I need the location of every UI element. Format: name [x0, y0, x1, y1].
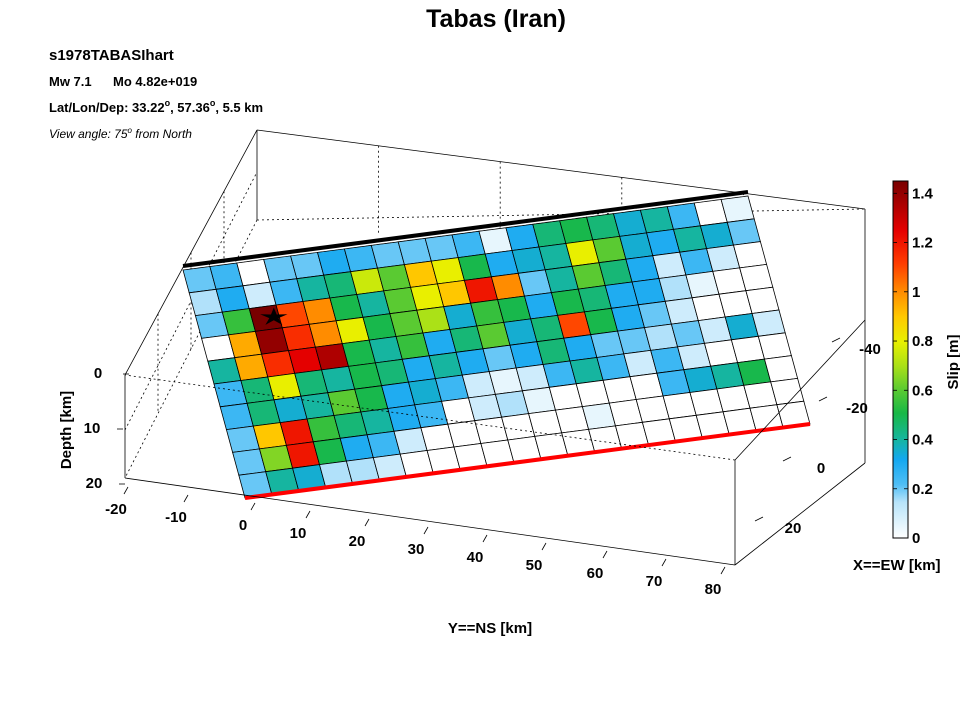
slip-patch: [763, 355, 799, 383]
y-tick-label: 10: [290, 525, 307, 542]
z-tick-label: 10: [84, 420, 101, 437]
y-tick-label: -10: [165, 509, 187, 526]
slip-patch: [726, 218, 761, 246]
x-tick: [782, 456, 792, 462]
colorbar-tick-label: 0.2: [912, 481, 933, 498]
z-tick-label: 0: [94, 365, 102, 382]
axes-box-front: [124, 319, 866, 566]
figure-title: Tabas (Iran): [426, 5, 566, 33]
z-axis-label: Depth [km]: [58, 391, 75, 469]
y-tick: [364, 518, 370, 527]
colorbar-tick-label: 1.2: [912, 235, 933, 252]
x-tick: [818, 396, 828, 402]
slip-patch: [757, 332, 792, 360]
fault-top-edge-dash: [182, 194, 749, 270]
grid-line: [124, 171, 258, 431]
y-tick: [250, 502, 256, 511]
y-tick: [183, 494, 189, 503]
y-tick: [541, 542, 547, 551]
colorbar-tick-label: 0.4: [912, 432, 934, 449]
slip-patch: [739, 263, 774, 292]
fault-bottom-edge: [244, 422, 811, 500]
x-tick-label: -20: [846, 400, 868, 417]
y-axis-label: Y==NS [km]: [448, 620, 532, 637]
fault-edges: [182, 190, 811, 500]
y-tick: [720, 566, 726, 575]
y-tick: [482, 534, 488, 543]
slip-patch: [732, 241, 768, 269]
y-tick: [423, 526, 429, 535]
hypocenter-star-icon: [260, 307, 288, 325]
axes-box: [124, 129, 866, 479]
y-tick: [305, 510, 311, 519]
x-axis-label: X==EW [km]: [853, 557, 941, 574]
y-tick-label: 80: [705, 581, 722, 598]
y-tick: [602, 550, 608, 559]
box-edge: [124, 219, 258, 479]
y-tick-label: -20: [105, 501, 127, 518]
hypocenter-star: [260, 307, 288, 325]
box-edge: [124, 477, 736, 566]
view-angle-label: View angle: 75o from North: [49, 126, 192, 141]
moment-label: Mo 4.82e+019: [113, 74, 197, 89]
box-edge: [734, 462, 866, 566]
colorbar-tick-label: 1.4: [912, 185, 934, 202]
y-tick-label: 50: [526, 557, 543, 574]
y-tick-label: 20: [349, 533, 366, 550]
y-tick: [123, 486, 129, 495]
x-tick: [831, 337, 841, 343]
colorbar-tick-label: 1: [912, 284, 920, 301]
magnitude-label: Mw 7.1: [49, 74, 92, 89]
y-tick-label: 40: [467, 549, 484, 566]
colorbar-scale: [892, 180, 909, 539]
box-edge: [256, 129, 866, 210]
x-tick-label: -40: [859, 341, 881, 358]
axis-ticks: -20 -10 0 10 20 30 40 50 60 70 80 -40 -20 0 20 0 10 20: [84, 337, 881, 598]
location-label: Lat/Lon/Dep: 33.22o, 57.36o, 5.5 km: [49, 98, 263, 115]
colorbar-tick-label: 0.8: [912, 333, 933, 350]
slip-patch: [745, 286, 780, 314]
box-edge: [734, 319, 866, 461]
y-tick-label: 60: [587, 565, 604, 582]
event-name: s1978TABASIhart: [49, 47, 174, 64]
y-tick-label: 0: [239, 517, 247, 534]
slip-patch: [751, 309, 786, 337]
y-tick: [661, 558, 667, 567]
x-tick: [754, 516, 764, 522]
fault-top-edge: [182, 190, 749, 268]
colorbar: 0 0.2 0.4 0.6 0.8 1 1.2 1.4: [892, 180, 934, 547]
x-tick-label: 20: [785, 520, 802, 537]
y-tick-label: 30: [408, 541, 425, 558]
colorbar-label: Slip [m]: [945, 334, 960, 389]
colorbar-tick-label: 0: [912, 530, 920, 547]
box-edge: [256, 208, 866, 221]
z-tick-label: 20: [86, 475, 103, 492]
colorbar-tick-label: 0.6: [912, 382, 933, 399]
slip-patch: [720, 195, 755, 223]
fault-slip-grid: [182, 195, 811, 499]
y-tick-label: 70: [646, 573, 663, 590]
x-tick-label: 0: [817, 460, 825, 477]
